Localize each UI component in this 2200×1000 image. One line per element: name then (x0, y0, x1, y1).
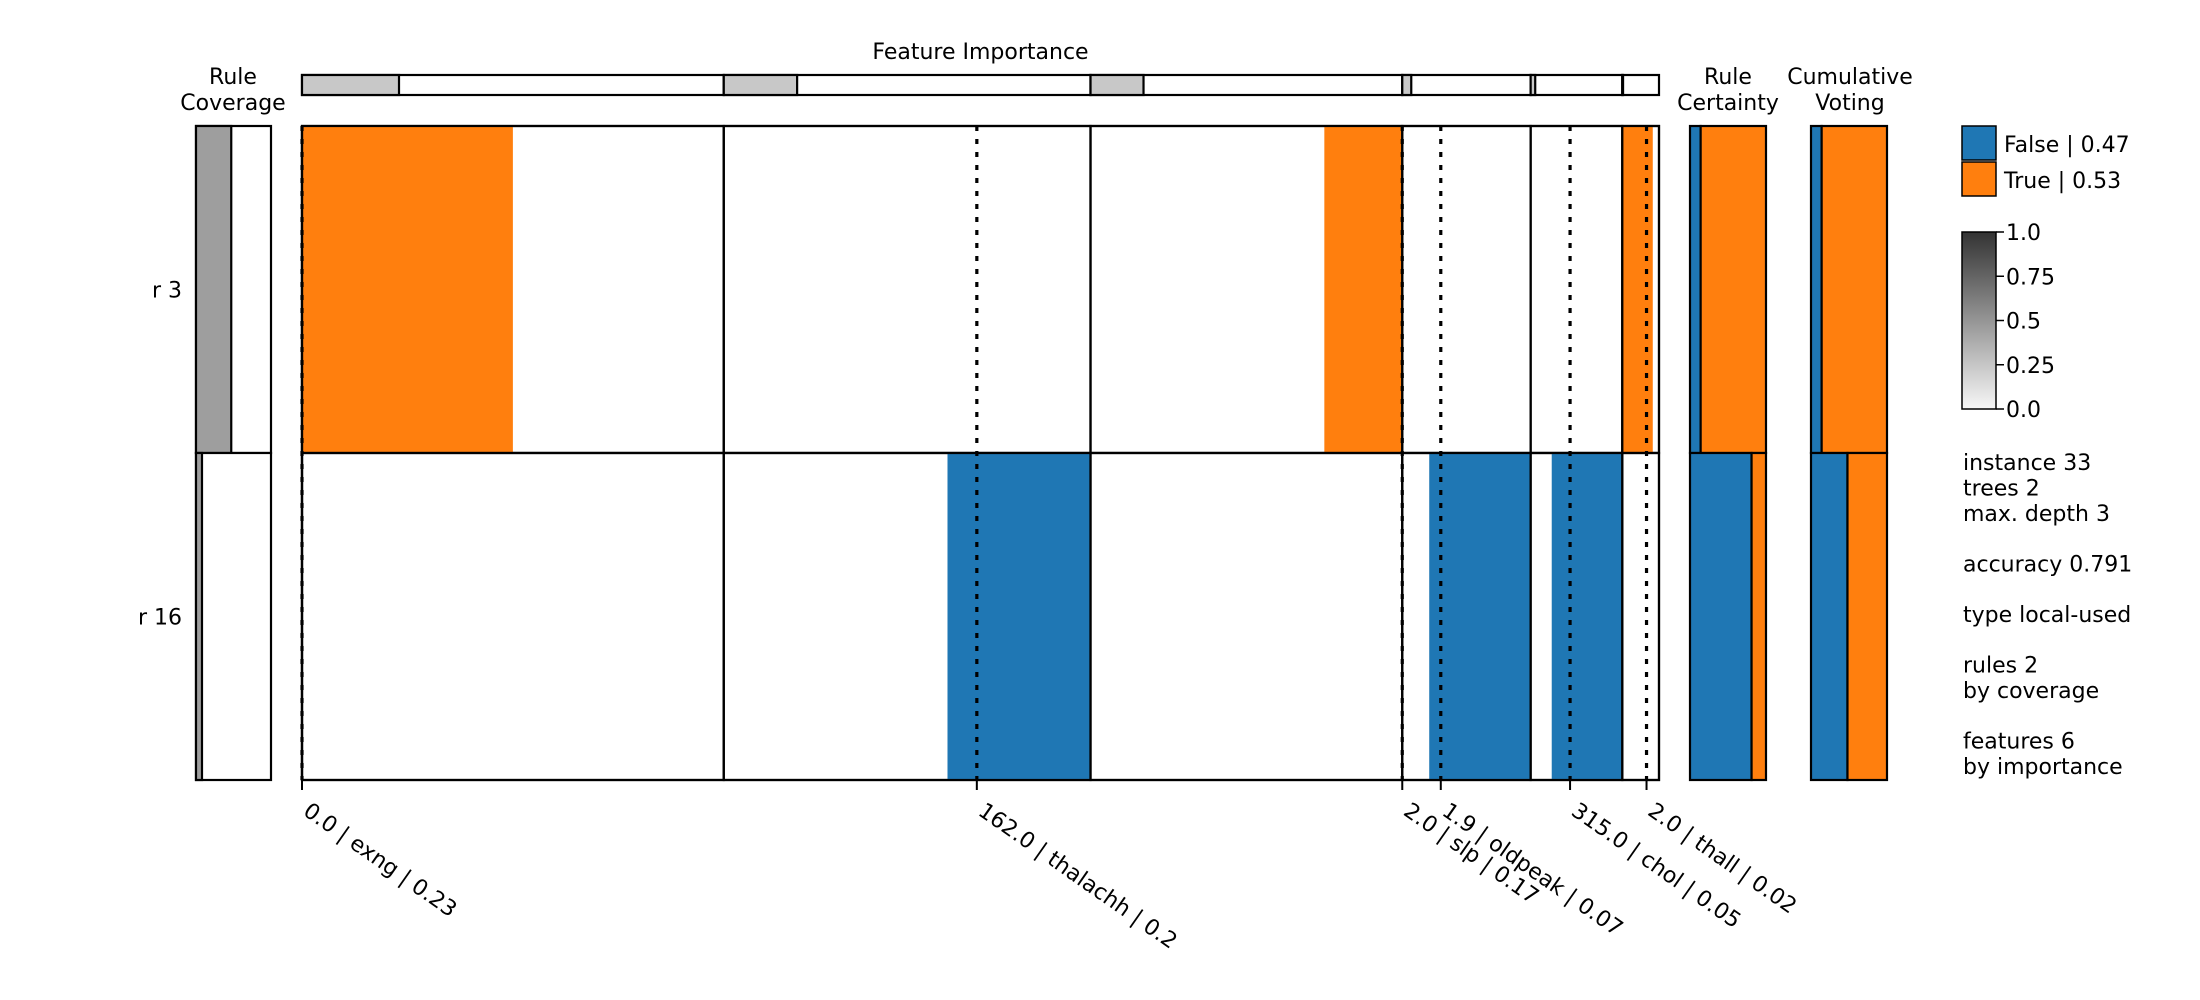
feature-rule-cell (1401, 124, 1532, 455)
condition-bar-true (1622, 127, 1653, 452)
cumulative-voting-title: Voting (1815, 91, 1884, 116)
rule-label: r 16 (138, 606, 182, 631)
importance-bar (1529, 73, 1537, 97)
colorbar-tick-label: 0.5 (2006, 310, 2041, 335)
feature-rule-cell (1621, 451, 1661, 782)
info-text: by coverage (1963, 679, 2099, 704)
colorbar-tick-label: 0.75 (2006, 265, 2055, 290)
feature-importance-title: Feature Importance (872, 40, 1088, 65)
colorbar (1961, 231, 1997, 410)
coverage-bar (194, 451, 204, 782)
voting-true-bar (1820, 124, 1889, 455)
legend-swatch (1961, 125, 1997, 161)
condition-bar-false (1429, 454, 1531, 779)
certainty-true-bar (1699, 124, 1768, 455)
info-text: accuracy 0.791 (1963, 553, 2132, 578)
voting-false-bar (1809, 451, 1849, 782)
importance-bar (1089, 73, 1145, 97)
rule-coverage-title: Rule (209, 65, 257, 90)
condition-bar-true (1324, 127, 1403, 452)
certainty-true-bar (1750, 451, 1768, 782)
condition-bar-true (302, 127, 513, 452)
legend-label: False | 0.47 (2004, 133, 2130, 158)
rule-certainty-title: Rule (1704, 65, 1752, 90)
info-text: type local-used (1963, 603, 2131, 628)
rule-coverage-title: Coverage (180, 91, 285, 116)
cumulative-voting-title: Cumulative (1787, 65, 1913, 90)
feature-rule-cell (722, 124, 1092, 455)
importance-bar (1621, 73, 1625, 97)
condition-bar-false (947, 454, 1091, 779)
voting-true-bar (1846, 451, 1889, 782)
coverage-bar (194, 124, 233, 455)
legend-label: True | 0.53 (2003, 169, 2121, 194)
certainty-false-bar (1688, 451, 1753, 782)
info-text: rules 2 (1963, 654, 2038, 679)
info-text: max. depth 3 (1963, 502, 2110, 527)
importance-bar (1401, 73, 1413, 97)
voting-false-bar (1809, 124, 1823, 455)
colorbar-tick-label: 0.0 (2006, 398, 2041, 423)
certainty-false-bar (1688, 124, 1702, 455)
legend-swatch (1961, 161, 1997, 197)
importance-cell (1401, 73, 1532, 97)
info-text: by importance (1963, 755, 2123, 780)
importance-cell (1621, 73, 1661, 97)
coverage-cell (194, 451, 273, 782)
colorbar-tick-label: 0.25 (2006, 354, 2055, 379)
rule-certainty-title: Certainty (1677, 91, 1779, 116)
condition-bar-false (1551, 454, 1623, 779)
importance-cell (1529, 73, 1624, 97)
rule-label: r 3 (152, 279, 182, 304)
feature-rule-cell (1089, 451, 1404, 782)
x-tick-label: 0.0 | exng | 0.23 (299, 798, 461, 922)
feature-rule-cell (300, 451, 725, 782)
info-text: features 6 (1963, 730, 2075, 755)
feature-rule-cell (1529, 124, 1624, 455)
info-text: trees 2 (1963, 477, 2040, 502)
colorbar-tick-label: 1.0 (2006, 221, 2041, 246)
x-tick-label: 162.0 | thalachh | 0.2 (973, 798, 1181, 954)
importance-bar (722, 73, 799, 97)
info-text: instance 33 (1963, 451, 2091, 476)
importance-bar (300, 73, 401, 97)
